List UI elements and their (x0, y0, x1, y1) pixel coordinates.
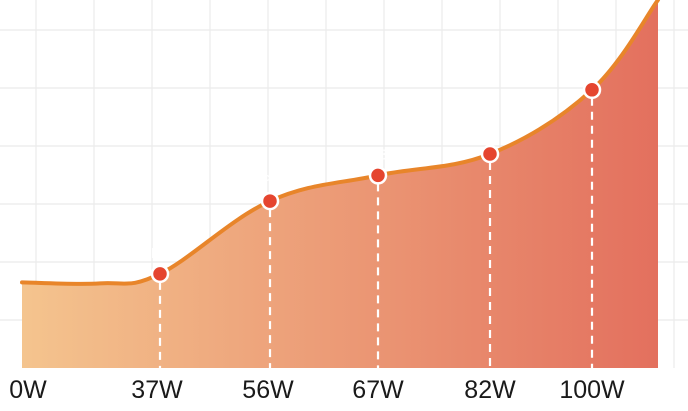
x-tick-label: 37W (131, 376, 183, 404)
data-point-p4 (480, 144, 500, 164)
data-points (150, 80, 602, 284)
x-tick-label: 0W (9, 376, 47, 404)
data-point-p1 (150, 264, 170, 284)
point-label-p2: P2 (261, 172, 279, 189)
x-tick-label: 82W (464, 376, 516, 404)
point-label-p3: P3 (369, 146, 387, 163)
data-point-p2 (260, 191, 280, 211)
point-label-p4: P4 (481, 125, 499, 142)
point-label-p1: P1 (151, 245, 169, 262)
drop-lines (158, 97, 594, 368)
point-label-p5: P5 (583, 61, 601, 78)
x-tick-label: 67W (352, 376, 404, 404)
x-tick-label: 56W (242, 376, 294, 404)
data-point-p3 (368, 166, 388, 185)
x-tick-label: 100W (559, 376, 625, 404)
x-axis-ticks: 0W 37W 56W 67W 82W 100W (9, 376, 625, 404)
data-point-p5 (582, 80, 602, 100)
point-labels: P1 P2 P3 P4 P5 (151, 61, 601, 262)
